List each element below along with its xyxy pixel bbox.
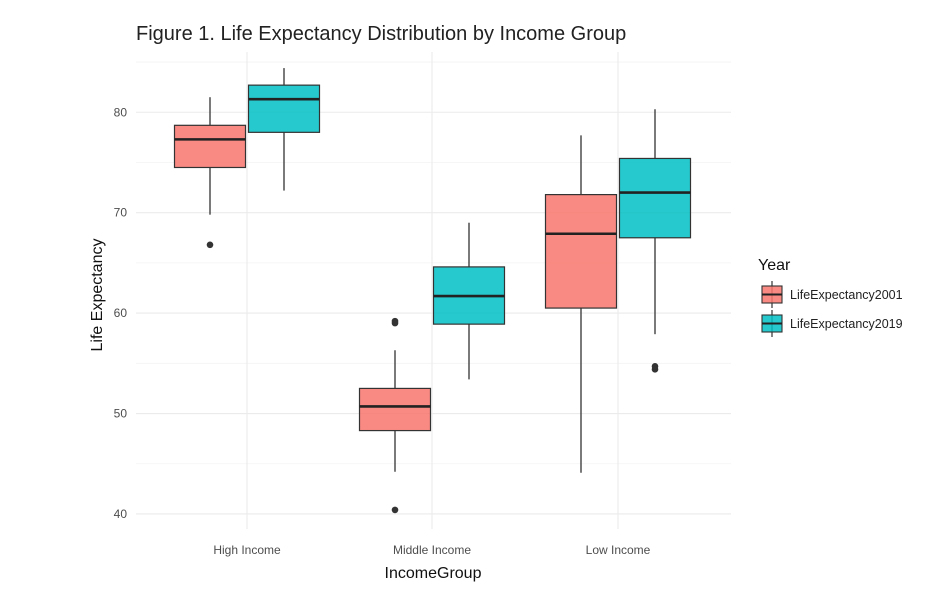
boxplot bbox=[247, 68, 321, 191]
outlier-point bbox=[651, 363, 659, 370]
legend-item: LifeExpectancy2001 bbox=[761, 281, 903, 308]
boxplot bbox=[358, 317, 432, 514]
chart-title: Figure 1. Life Expectancy Distribution b… bbox=[136, 23, 626, 45]
boxplot bbox=[618, 109, 692, 373]
legend-label: LifeExpectancy2019 bbox=[790, 317, 903, 331]
legend: Year LifeExpectancy2001 LifeExpectancy201… bbox=[758, 257, 903, 337]
x-tick-label: Low Income bbox=[586, 543, 651, 557]
outlier-point bbox=[206, 241, 214, 249]
y-tick-labels: 40 50 60 70 80 bbox=[114, 105, 128, 521]
x-tick-label: High Income bbox=[213, 543, 281, 557]
boxplot bbox=[544, 135, 618, 473]
y-tick-label: 70 bbox=[114, 206, 128, 220]
legend-label: LifeExpectancy2001 bbox=[790, 288, 903, 302]
legend-item: LifeExpectancy2019 bbox=[761, 310, 903, 337]
x-tick-label: Middle Income bbox=[393, 543, 471, 557]
x-axis-title: IncomeGroup bbox=[385, 565, 482, 582]
box bbox=[247, 84, 321, 133]
y-axis-title: Life Expectancy bbox=[89, 239, 106, 352]
boxplot bbox=[173, 97, 247, 249]
boxplots bbox=[173, 68, 692, 514]
box bbox=[618, 157, 692, 239]
box bbox=[358, 387, 432, 432]
legend-title: Year bbox=[758, 257, 791, 274]
y-tick-label: 60 bbox=[114, 306, 128, 320]
y-tick-label: 80 bbox=[114, 105, 128, 119]
outlier-point bbox=[391, 506, 399, 514]
boxplot bbox=[432, 222, 506, 380]
y-tick-label: 50 bbox=[114, 407, 128, 421]
x-tick-labels: High Income Middle Income Low Income bbox=[213, 543, 650, 557]
y-tick-label: 40 bbox=[114, 507, 128, 521]
box bbox=[173, 124, 247, 169]
outlier-point bbox=[391, 317, 399, 325]
box bbox=[544, 193, 618, 309]
